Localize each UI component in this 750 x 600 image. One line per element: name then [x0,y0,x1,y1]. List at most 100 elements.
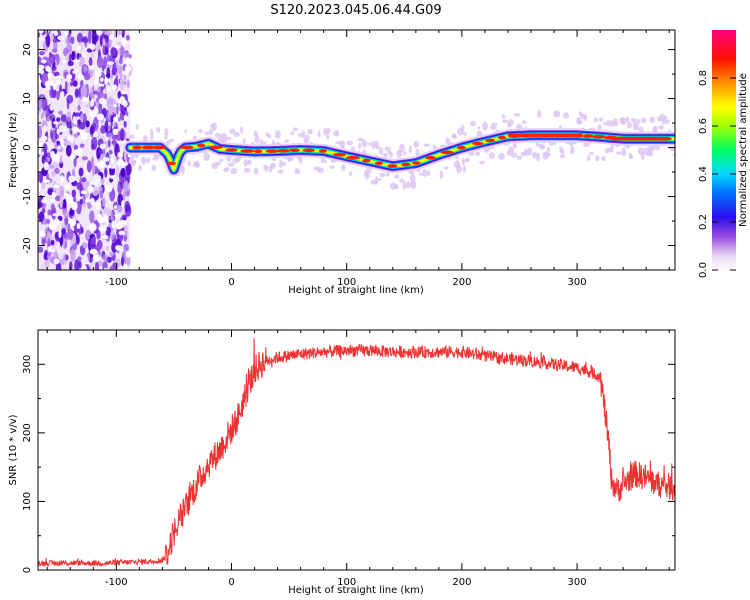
ridge-halo [193,161,201,168]
ridge-halo [187,160,191,167]
noise-speck [110,47,117,57]
ridge-halo [612,118,618,124]
ridge-halo [307,128,313,135]
noise-speck [53,38,58,52]
noise-speck [122,189,126,201]
ridge-halo [625,116,630,123]
noise-speck [102,44,106,56]
ridge-halo [384,146,391,152]
noise-gap [99,216,106,223]
noise-gap [63,184,71,190]
noise-speck [94,261,100,270]
noise-gap [89,43,96,50]
noise-gap [53,258,60,265]
noise-gap [38,30,44,34]
noise-gap [56,79,62,86]
noise-speck [70,248,76,263]
ridge-halo [479,160,485,165]
noise-speck [79,198,84,205]
ridge-halo [329,165,335,169]
noise-speck [41,96,48,111]
ridge-halo [413,140,419,148]
ridge-halo [214,132,222,139]
ridge-halo [301,130,306,139]
ridge-halo [653,125,658,133]
ridge-halo [128,134,135,139]
ridge-peak [318,149,327,153]
ridge-halo [422,169,427,178]
noise-speck [103,93,108,100]
ridge-halo [545,152,551,157]
ridge-halo [648,144,656,152]
noise-speck [85,120,90,128]
noise-speck [113,122,117,127]
noise-speck [109,230,115,240]
noise-gap [117,152,122,158]
noise-speck [71,189,77,198]
ridge-halo [156,126,161,134]
noise-speck [42,108,47,116]
noise-speck [91,136,98,150]
noise-speck [104,255,109,263]
ridge-halo [629,155,634,159]
noise-speck [69,261,73,270]
noise-speck [82,65,88,74]
snr-x-label: Height of straight line (km) [288,585,424,596]
noise-speck [116,164,119,179]
noise-speck [65,144,72,157]
noise-speck [85,103,92,109]
noise-speck [41,154,45,164]
ridge-halo [601,157,606,161]
ridge-peak [179,145,194,150]
ridge-halo [583,141,590,148]
noise-gap [49,103,55,111]
noise-speck [109,73,113,80]
noise-speck [63,209,70,219]
noise-speck [118,58,123,65]
noise-speck [67,228,74,240]
ridge-halo [298,132,303,138]
noise-speck [102,38,106,47]
ridge-halo [130,159,136,167]
noise-speck [115,59,119,69]
spectrogram-y-label: Frequency (Hz) [8,112,19,188]
ridge-halo [227,162,235,167]
noise-speck [55,262,62,270]
ridge-halo [271,157,277,161]
ridge-peak [288,148,300,153]
noise-gap [113,104,118,108]
noise-speck [50,203,55,211]
noise-speck [104,167,108,178]
noise-speck [61,227,66,235]
noise-speck [112,133,116,141]
noise-gap [66,193,70,200]
figure-title: S120.2023.045.06.44.G09 [270,3,441,18]
ridge-halo [243,167,251,173]
noise-gap [38,64,45,70]
ridge-halo [348,171,353,177]
ridge-halo [405,181,411,189]
ridge-halo [402,181,406,190]
noise-gap [89,223,97,232]
noise-gap [40,135,48,142]
noise-gap [96,30,103,36]
noise-gap [106,61,114,66]
noise-gap [54,218,60,226]
noise-gap [66,133,73,141]
noise-speck [66,111,72,122]
noise-speck [69,81,74,87]
ridge-peak [302,148,316,153]
noise-gap [93,105,97,112]
noise-speck [79,176,82,190]
noise-gap [90,197,95,206]
noise-speck [42,218,49,225]
spectrogram-x-axis: -100 0 100 200 300 [46,30,670,288]
noise-speck [116,203,123,213]
noise-speck [67,60,74,67]
ridge-halo [415,148,420,157]
ridge-halo [425,170,431,176]
noise-speck [89,210,95,224]
noise-speck [79,143,85,148]
noise-gap [38,185,42,193]
noise-gap [92,254,100,263]
